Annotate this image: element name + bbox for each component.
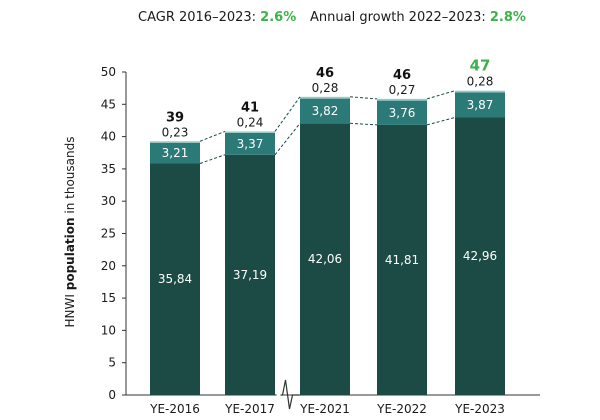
y-axis-label: HNWI population in thousands [63,137,77,328]
annual-growth-value: 2.8% [489,10,526,25]
bar-segment [300,96,350,99]
data-label-base: 35,84 [158,272,192,286]
data-label-middle: 3,21 [162,146,189,160]
y-tick-label: 20 [101,259,116,273]
total-label: 41 [241,100,259,115]
data-label-base: 42,96 [463,249,497,263]
bar-segment [150,163,200,395]
cagr-label: CAGR 2016–2023: [138,10,261,25]
bar-segment [455,117,505,396]
total-label: 39 [166,110,184,125]
x-tick-label: YE-2023 [454,402,505,416]
bar-segment [377,124,427,395]
total-label: 46 [316,66,334,81]
data-label-top: 0,28 [467,75,494,89]
bar-segment [225,131,275,133]
bar-segment [455,92,505,118]
y-axis-label-suffix: in thousands [63,136,77,218]
total-label: 46 [393,68,411,83]
data-label-middle: 3,82 [312,104,339,118]
data-label-base: 42,06 [308,252,342,266]
y-axis-label-prefix: HNWI [63,290,77,328]
bar-segment [150,141,200,143]
data-label-middle: 3,37 [237,137,264,151]
x-tick-label: YE-2021 [299,402,350,416]
data-label-top: 0,24 [237,115,264,129]
bar-segment [377,98,427,101]
y-tick-label: 0 [108,388,116,402]
connector-line-base [426,116,456,126]
connector-line-base [349,122,378,126]
bar-segment [300,98,350,124]
chart-header: CAGR 2016–2023: 2.6% Annual growth 2022–… [0,10,600,30]
bar-segment [300,123,350,396]
cagr-value: 2.6% [260,10,297,25]
connector-line-base [199,154,226,164]
annual-growth-stat: Annual growth 2022–2023: 2.8% [310,10,526,25]
data-label-base: 41,81 [385,253,419,267]
data-label-middle: 3,76 [389,106,416,120]
total-label: 47 [470,57,491,75]
x-tick-label: YE-2017 [224,402,275,416]
cagr-stat: CAGR 2016–2023: 2.6% [138,10,296,25]
data-label-top: 0,23 [162,125,189,139]
y-tick-label: 15 [101,291,116,305]
y-axis-label-bold: population [63,217,77,291]
y-tick-label: 25 [101,227,116,241]
connector-line-top [274,96,301,132]
y-tick-label: 45 [101,97,116,111]
annual-growth-label: Annual growth 2022–2023: [310,10,490,25]
bar-segment [150,142,200,164]
y-tick-label: 50 [101,65,116,79]
bar-segment [455,90,505,93]
data-label-middle: 3,87 [467,98,494,112]
axis-break-mark [275,379,300,410]
y-tick-label: 10 [101,323,116,337]
y-tick-label: 5 [108,356,116,370]
y-tick-label: 40 [101,130,116,144]
connector-line-top [426,90,456,100]
connector-line-top [349,96,378,100]
data-label-base: 37,19 [233,268,267,282]
y-tick-label: 30 [101,194,116,208]
bar-segment [377,100,427,125]
bar-segment [225,132,275,155]
x-tick-label: YE-2016 [149,402,200,416]
y-tick-label: 35 [101,162,116,176]
data-label-top: 0,28 [312,81,339,95]
connector-line-top [199,130,226,142]
axis-break-gap [276,394,281,396]
connector-line-base [274,122,301,156]
bar-segment [225,154,275,395]
data-label-top: 0,27 [389,83,416,97]
x-tick-label: YE-2022 [376,402,427,416]
